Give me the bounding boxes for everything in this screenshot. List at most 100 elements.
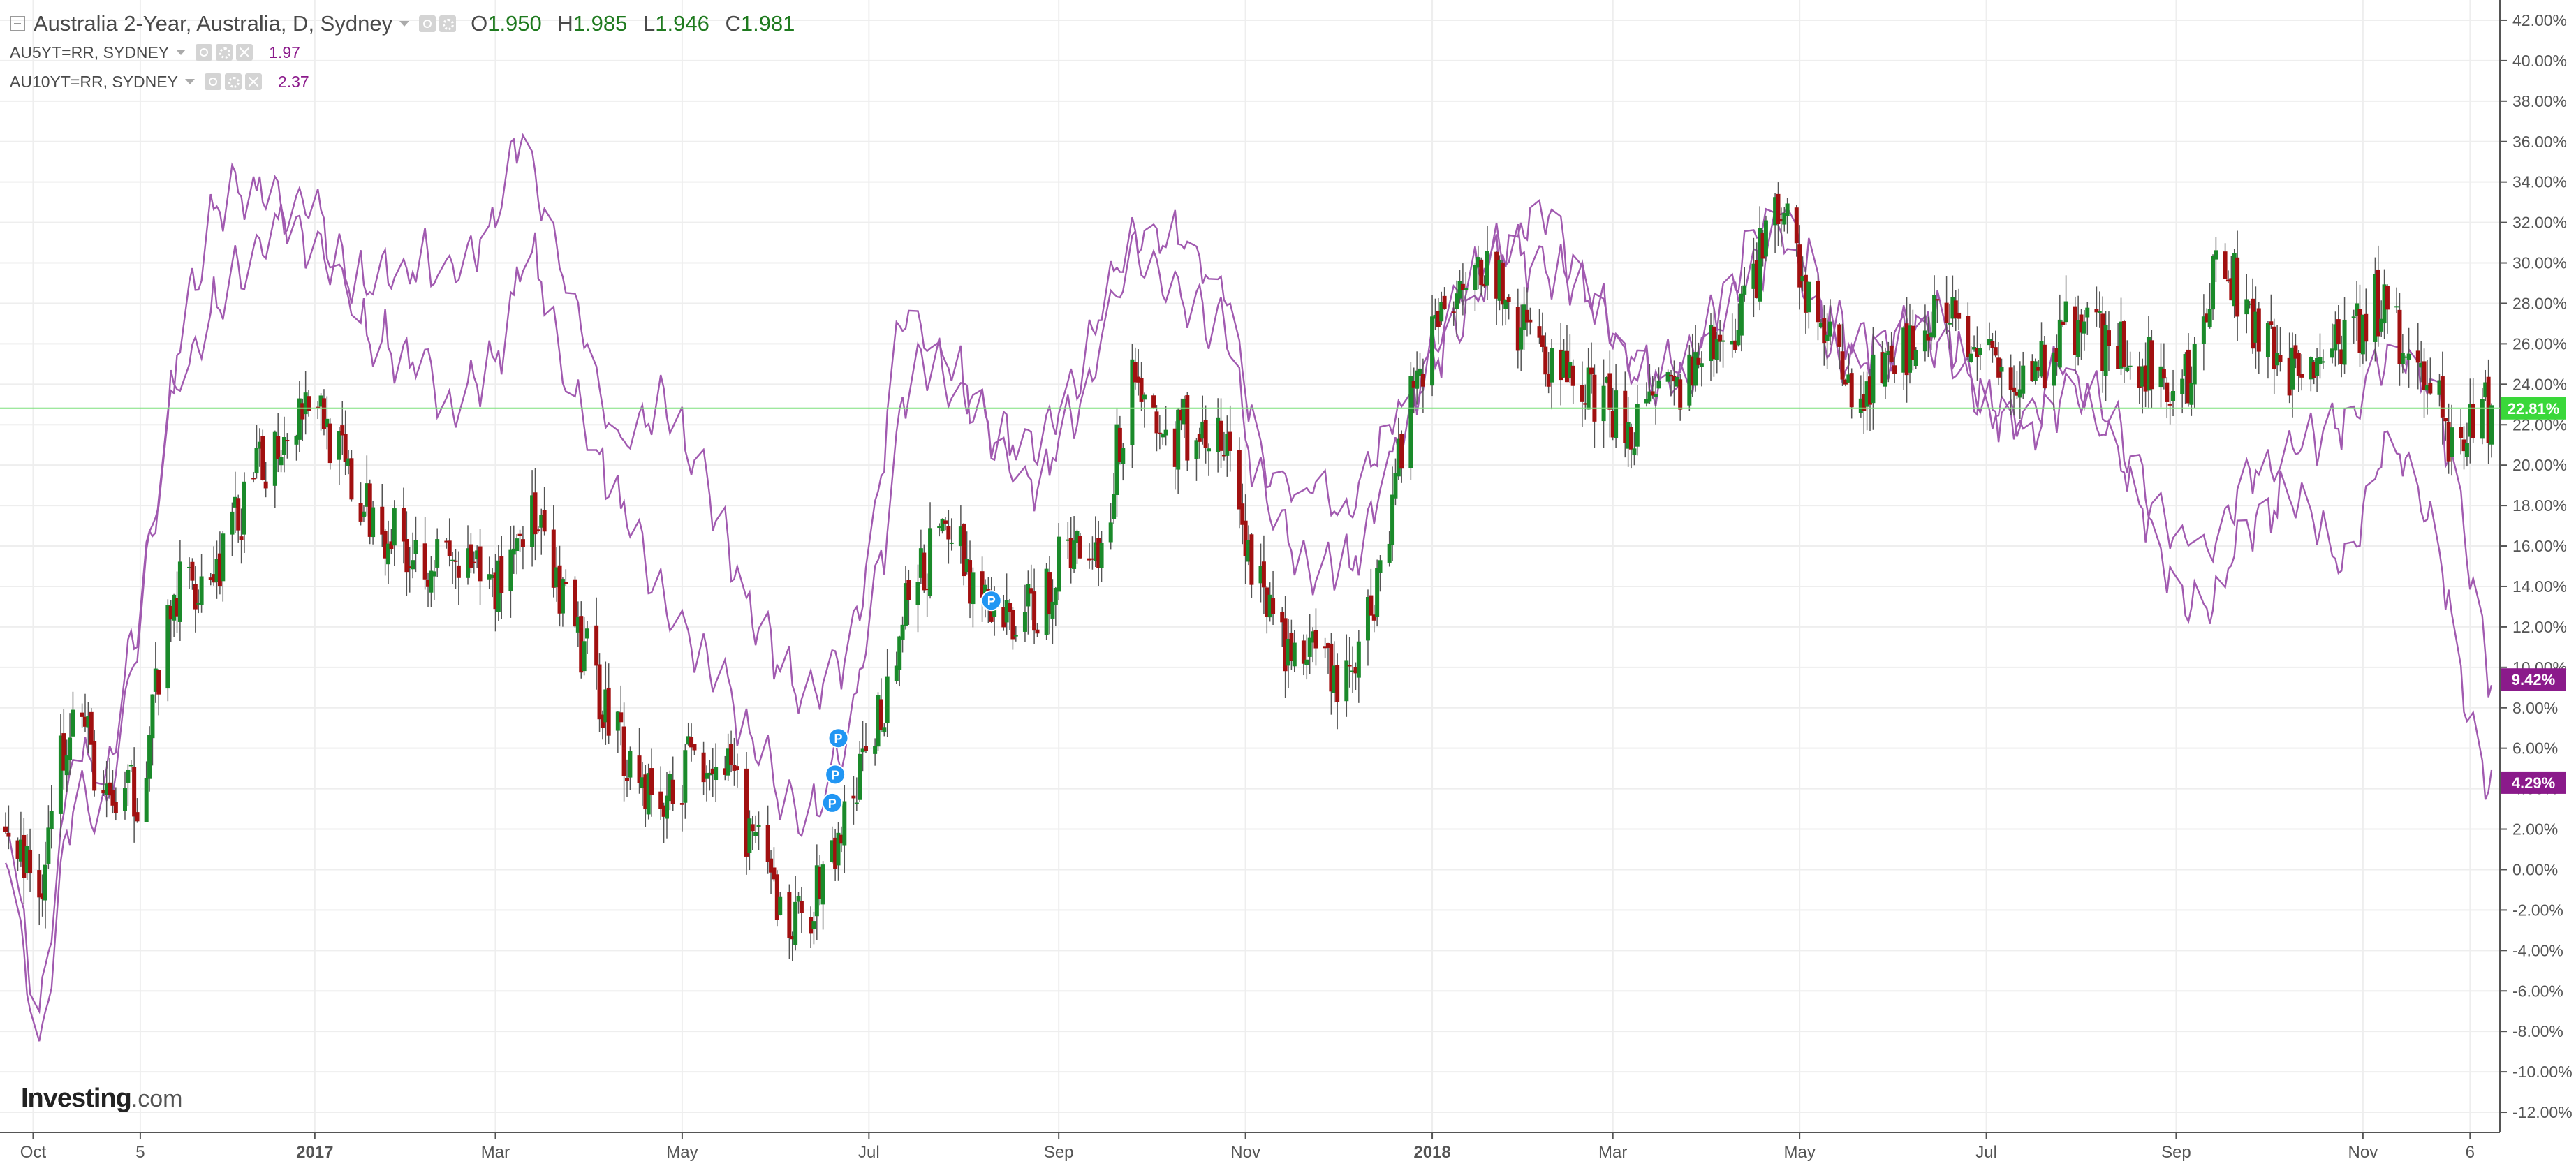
candle-body [2364,313,2369,342]
candle-body [1439,302,1444,322]
candle [1926,316,1931,357]
candle [2419,340,2424,383]
y-tick-label: 34.00% [2512,173,2567,191]
candle [1862,371,1867,435]
chevron-down-icon[interactable] [184,79,195,84]
candle-body [1559,349,1563,381]
chevron-down-icon[interactable] [399,21,410,27]
candle [2440,351,2445,445]
candle [1485,226,1489,300]
candle [1528,307,1533,335]
marker-p[interactable]: P [827,728,849,749]
candle [2424,360,2429,415]
candle [1515,288,1520,369]
candle [80,703,84,728]
candle-body [2415,350,2420,363]
x-tick-label: Jul [858,1143,880,1162]
candle-body [1892,365,1897,374]
candle [1506,294,1511,320]
candle-body [217,553,222,587]
candle-body [1194,440,1199,459]
chevron-down-icon[interactable] [176,50,186,55]
candle-body [1522,304,1526,330]
candle-body [196,603,201,605]
candle-body [2486,376,2491,443]
candle [2376,245,2380,347]
overlay-name[interactable]: AU10YT=RR, SYDNEY [10,72,178,91]
y-tick-label: 40.00% [2512,52,2567,70]
candle-body [2450,427,2454,457]
candle-body [640,777,645,788]
candle [551,505,556,598]
candle-body [756,825,761,827]
marker-p[interactable]: P [980,590,1002,612]
candle-body [1240,503,1245,525]
close-icon[interactable] [236,44,253,61]
candle [897,635,902,687]
candle-body [1142,394,1147,400]
candle [172,593,177,637]
candle-body [239,536,244,540]
gear-icon[interactable] [439,15,457,32]
candle-body [1626,422,1631,449]
candle [1479,257,1484,296]
eye-icon[interactable] [204,73,221,90]
eye-icon[interactable] [196,44,213,61]
candle-body [2140,366,2145,387]
candle-body [2167,404,2172,406]
main-series-title[interactable]: Australia 2-Year, Australia, D, Sydney [34,11,393,36]
candle [1846,353,1851,384]
candle [769,850,774,894]
collapse-icon[interactable] [10,16,25,31]
candle-body [1185,395,1190,461]
candle-body [1656,380,1661,389]
candle-body [407,566,412,568]
candle-body [964,559,969,573]
eye-icon[interactable] [419,15,436,32]
candle-body [254,448,259,474]
candle [2140,358,2145,414]
candle [1806,281,1811,329]
candle-body [600,714,605,728]
main-series-legend[interactable]: Australia 2-Year, Australia, D, Sydney O… [10,10,795,38]
marker-circle [827,728,849,749]
candle-body [1249,534,1254,585]
candle [1687,345,1692,411]
candle [1350,646,1355,693]
candle [1433,298,1438,330]
candle [729,730,734,773]
candle-body [2394,306,2399,308]
candle [2293,334,2298,369]
candle-body [2404,356,2408,358]
candle [508,526,513,618]
gear-icon[interactable] [224,73,242,90]
candle-body [1782,213,1787,225]
candle [1522,286,1526,350]
candle-body [1712,326,1716,360]
candle-body [1669,374,1674,377]
overlay-legend-au10yt[interactable]: AU10YT=RR, SYDNEY 2.37 [10,67,795,96]
candle [383,529,388,576]
candle [726,733,730,781]
candle [177,540,182,641]
candle-body [1136,376,1141,383]
candle [386,520,391,584]
candle-body [1246,540,1251,562]
candle-body [2272,326,2276,370]
overlay-legend-au5yt[interactable]: AU5YT=RR, SYDNEY 1.97 [10,38,795,67]
candle [2223,243,2228,279]
marker-p[interactable]: P [825,764,846,785]
candle-body [1540,335,1545,347]
close-icon[interactable] [244,73,262,90]
marker-p[interactable]: P [821,792,843,813]
overlay-name[interactable]: AU5YT=RR, SYDNEY [10,43,170,61]
candle-body [281,437,286,455]
candle-body [380,506,385,535]
candle-body [1739,293,1744,336]
candle-body [6,832,11,837]
gear-icon[interactable] [216,44,233,61]
candle-body [1610,411,1615,438]
candle-body [1482,283,1487,287]
candle-body [533,492,538,535]
